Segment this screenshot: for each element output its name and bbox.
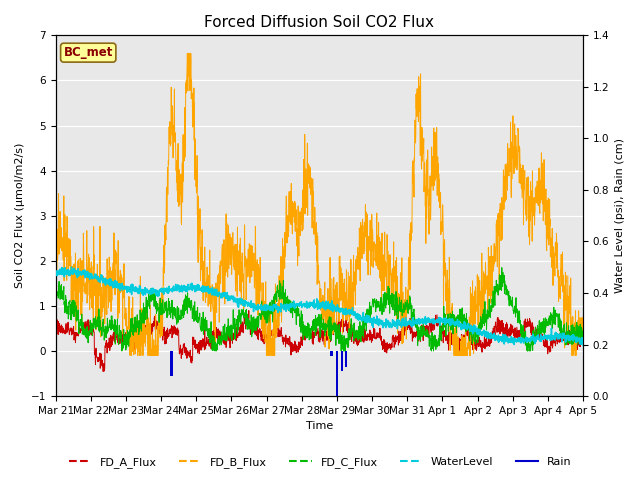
X-axis label: Time: Time <box>306 421 333 432</box>
Title: Forced Diffusion Soil CO2 Flux: Forced Diffusion Soil CO2 Flux <box>204 15 435 30</box>
Bar <box>170 351 173 376</box>
Y-axis label: Water Level (psi), Rain (cm): Water Level (psi), Rain (cm) <box>615 138 625 293</box>
Bar <box>336 351 338 404</box>
Text: BC_met: BC_met <box>63 46 113 59</box>
Bar <box>341 351 344 372</box>
Y-axis label: Soil CO2 Flux (μmol/m2/s): Soil CO2 Flux (μmol/m2/s) <box>15 143 25 288</box>
Legend: FD_A_Flux, FD_B_Flux, FD_C_Flux, WaterLevel, Rain: FD_A_Flux, FD_B_Flux, FD_C_Flux, WaterLe… <box>64 452 576 472</box>
Bar <box>344 351 347 367</box>
Bar <box>330 351 333 357</box>
